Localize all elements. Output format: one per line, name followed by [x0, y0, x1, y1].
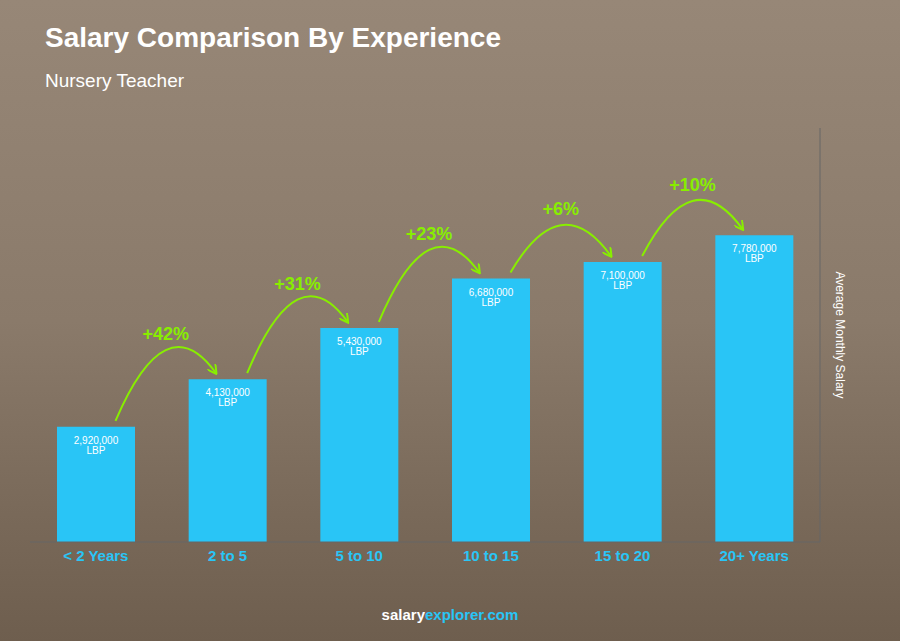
svg-text:2,920,000LBP: 2,920,000LBP — [74, 435, 119, 456]
svg-text:+42%: +42% — [142, 324, 189, 344]
svg-text:4,130,000LBP: 4,130,000LBP — [205, 387, 250, 408]
html-text:salary explorer.com: salary explorer.com — [381, 606, 519, 623]
svg-text:20+ Years: 20+ Years — [719, 547, 788, 564]
svg-text:+23%: +23% — [406, 224, 453, 244]
svg-text:< 2 Years: < 2 Years — [63, 547, 128, 564]
svg-text:10 to 15: 10 to 15 — [463, 547, 519, 564]
html-text:Nursery Teacher: Nursery Teacher — [45, 70, 184, 91]
svg-text:7,780,000LBP: 7,780,000LBP — [732, 243, 777, 264]
svg-text:15 to 20: 15 to 20 — [595, 547, 651, 564]
svg-text:6,680,000LBP: 6,680,000LBP — [469, 287, 514, 308]
svg-text:+10%: +10% — [669, 175, 716, 195]
html-text:Salary Comparison By Experienc: Salary Comparison By Experience — [45, 22, 501, 53]
svg-text:Average Monthly Salary: Average Monthly Salary — [833, 271, 847, 398]
svg-text:7,100,000LBP: 7,100,000LBP — [600, 270, 645, 291]
svg-text:5,430,000LBP: 5,430,000LBP — [337, 336, 382, 357]
svg-text:5 to 10: 5 to 10 — [335, 547, 383, 564]
svg-text:+6%: +6% — [542, 199, 579, 219]
svg-text:2 to 5: 2 to 5 — [208, 547, 247, 564]
svg-text:+31%: +31% — [274, 274, 321, 294]
